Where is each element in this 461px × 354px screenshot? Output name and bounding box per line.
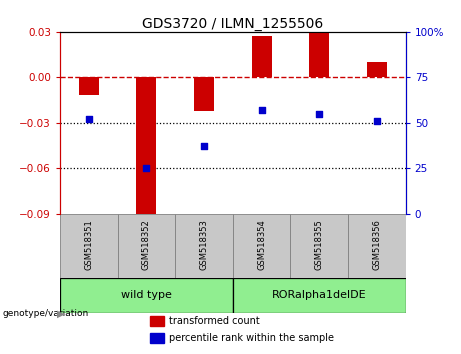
Bar	[79, 77, 99, 96]
Bar	[309, 33, 329, 77]
Bar	[348, 213, 406, 278]
Bar	[233, 213, 290, 278]
Bar	[60, 213, 118, 278]
Bar	[118, 213, 175, 278]
Bar	[290, 213, 348, 278]
Bar	[175, 213, 233, 278]
Text: GSM518353: GSM518353	[200, 219, 208, 270]
Bar	[233, 278, 406, 313]
Text: GSM518356: GSM518356	[372, 219, 381, 270]
Bar	[150, 316, 164, 326]
Bar	[194, 77, 214, 110]
Bar	[150, 333, 164, 343]
Point	[200, 143, 207, 149]
Bar	[136, 77, 156, 213]
Text: GSM518352: GSM518352	[142, 219, 151, 270]
Point	[258, 107, 266, 113]
Bar	[367, 62, 387, 77]
Point	[142, 165, 150, 171]
Text: genotype/variation: genotype/variation	[2, 309, 89, 318]
Text: ▶: ▶	[57, 308, 65, 318]
Text: GSM518351: GSM518351	[84, 219, 93, 270]
Point	[373, 118, 381, 124]
Point	[315, 111, 323, 116]
Text: percentile rank within the sample: percentile rank within the sample	[169, 333, 334, 343]
Point	[85, 116, 92, 122]
Text: RORalpha1delDE: RORalpha1delDE	[272, 290, 366, 301]
Text: transformed count: transformed count	[169, 316, 260, 326]
Title: GDS3720 / ILMN_1255506: GDS3720 / ILMN_1255506	[142, 17, 324, 31]
Text: GSM518354: GSM518354	[257, 219, 266, 270]
Text: wild type: wild type	[121, 290, 172, 301]
Text: GSM518355: GSM518355	[315, 219, 324, 270]
Bar	[252, 36, 272, 77]
Bar	[60, 278, 233, 313]
